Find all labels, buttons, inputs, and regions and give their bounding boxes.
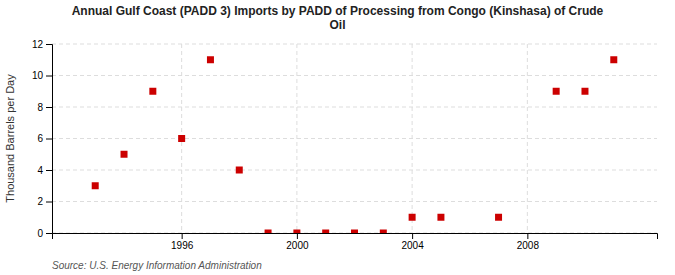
tick-label: 6 xyxy=(37,133,43,144)
point xyxy=(495,214,502,221)
point xyxy=(380,230,387,234)
grid-line xyxy=(527,44,528,233)
grid-line xyxy=(296,44,297,233)
grid-line xyxy=(52,138,657,139)
point xyxy=(92,182,99,189)
point xyxy=(610,56,617,63)
grid-line xyxy=(52,170,657,171)
tick: 2004 xyxy=(401,233,424,251)
tick-mark xyxy=(297,233,298,239)
tick-label: 2008 xyxy=(517,240,540,251)
point xyxy=(207,56,214,63)
x-axis: 1996 2000 2004 2008 xyxy=(53,233,658,251)
tick: 10 xyxy=(32,70,52,81)
grid-line xyxy=(52,75,657,76)
tick-label: 2000 xyxy=(286,240,309,251)
tick: 2 xyxy=(37,196,52,207)
point xyxy=(581,88,588,95)
tick-mark xyxy=(412,233,413,239)
grid-line xyxy=(52,107,657,108)
tick-mark xyxy=(182,233,183,239)
tick: 2000 xyxy=(286,233,309,251)
tick-label: 2 xyxy=(37,196,43,207)
chart: Annual Gulf Coast (PADD 3) Imports by PA… xyxy=(0,0,675,275)
tick: 0 xyxy=(37,228,52,239)
point xyxy=(437,214,444,221)
tick-label: 8 xyxy=(37,102,43,113)
tick-mark xyxy=(46,202,52,203)
plot-area: 1996 2000 2004 2008 0 2 4 6 8 10 12 xyxy=(32,39,658,251)
tick-label: 2004 xyxy=(401,240,424,251)
point xyxy=(351,230,358,234)
tick-label: 0 xyxy=(37,228,43,239)
tick: 6 xyxy=(37,133,52,144)
tick-mark xyxy=(46,44,52,45)
tick-mark xyxy=(46,139,52,140)
point xyxy=(178,135,185,142)
axis-line xyxy=(53,234,658,240)
axis-line xyxy=(46,45,53,234)
tick: 8 xyxy=(37,102,52,113)
grid-line xyxy=(52,44,657,45)
grid-line xyxy=(412,44,413,233)
point xyxy=(121,151,128,158)
tick: 1996 xyxy=(171,233,194,251)
points xyxy=(92,56,618,233)
tick-mark xyxy=(527,233,528,239)
grid-line xyxy=(52,201,657,202)
tick-label: 12 xyxy=(32,39,44,50)
tick-label: 1996 xyxy=(171,240,194,251)
y-axis: 0 2 4 6 8 10 12 xyxy=(32,39,53,239)
tick-label: 4 xyxy=(37,165,43,176)
point xyxy=(293,230,300,234)
tick-mark xyxy=(46,233,52,234)
tick-label: 10 xyxy=(32,70,44,81)
point xyxy=(265,230,272,234)
point xyxy=(409,214,416,221)
point xyxy=(553,88,560,95)
title: Annual Gulf Coast (PADD 3) Imports by PA… xyxy=(72,4,604,32)
tick: 2008 xyxy=(517,233,540,251)
tick-mark xyxy=(46,170,52,171)
annotation: Source: U.S. Energy Information Administ… xyxy=(52,260,262,271)
y-axis-label: Thousand Barrels per Day xyxy=(4,74,16,203)
point xyxy=(322,230,329,234)
point xyxy=(236,167,243,174)
tick: 4 xyxy=(37,165,52,176)
tick-mark xyxy=(46,76,52,77)
grid xyxy=(52,44,657,233)
tick: 12 xyxy=(32,39,52,50)
tick-mark xyxy=(46,107,52,108)
point xyxy=(149,88,156,95)
